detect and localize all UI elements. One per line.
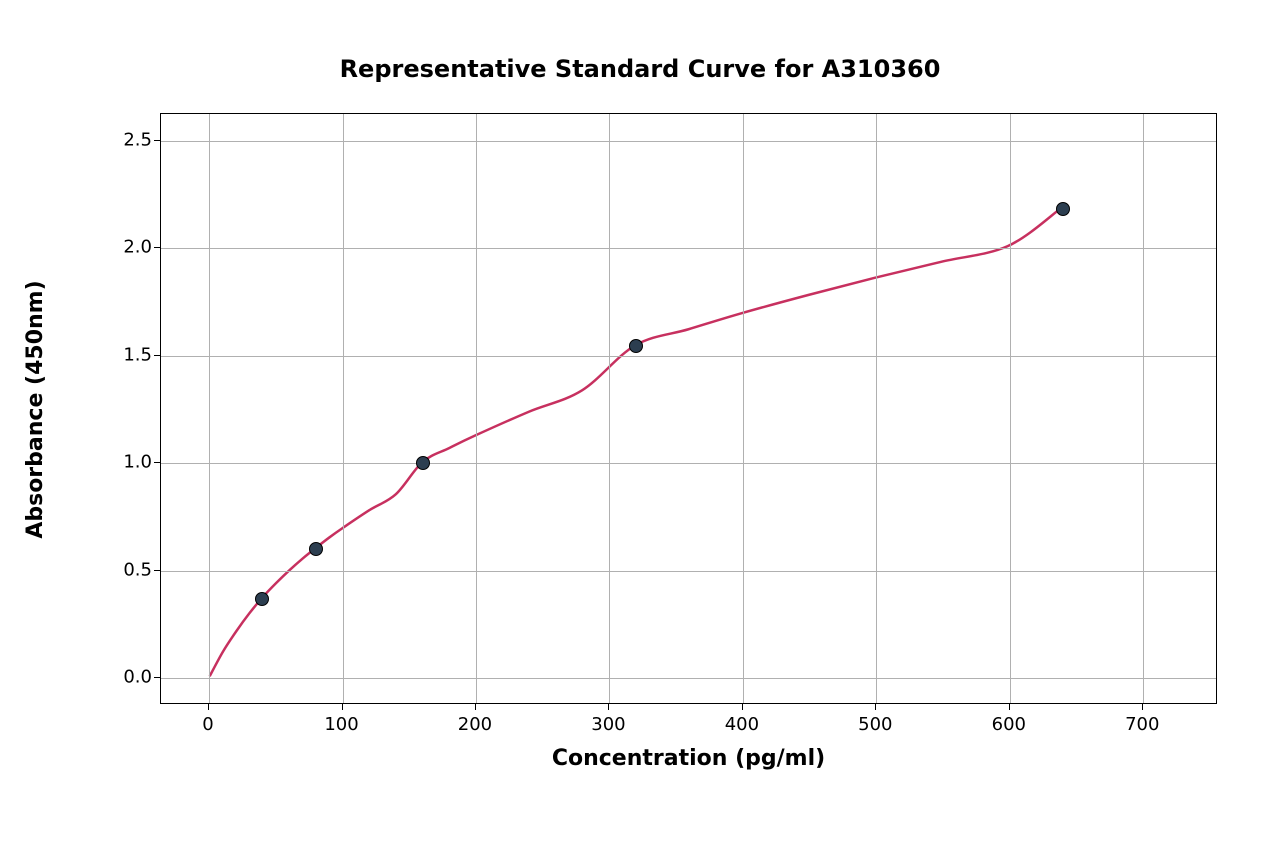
grid-line-horizontal: [161, 678, 1216, 679]
x-tick: [742, 704, 743, 710]
grid-line-horizontal: [161, 248, 1216, 249]
grid-line-horizontal: [161, 356, 1216, 357]
y-tick: [154, 140, 160, 141]
grid-line-vertical: [209, 114, 210, 703]
chart-title: Representative Standard Curve for A31036…: [0, 55, 1280, 83]
x-tick: [475, 704, 476, 710]
x-axis-label: Concentration (pg/ml): [160, 746, 1217, 771]
grid-line-vertical: [343, 114, 344, 703]
y-tick-label: 1.0: [112, 452, 152, 473]
grid-line-vertical: [876, 114, 877, 703]
x-tick: [608, 704, 609, 710]
data-point: [416, 456, 430, 470]
x-tick-label: 700: [1125, 714, 1159, 735]
y-tick: [154, 247, 160, 248]
grid-line-vertical: [609, 114, 610, 703]
grid-line-vertical: [476, 114, 477, 703]
y-tick: [154, 570, 160, 571]
y-tick-label: 1.5: [112, 344, 152, 365]
data-point: [629, 339, 643, 353]
data-point: [1056, 202, 1070, 216]
x-tick: [1009, 704, 1010, 710]
plot-area: [160, 113, 1217, 704]
x-tick-label: 600: [992, 714, 1026, 735]
y-tick: [154, 677, 160, 678]
x-tick: [208, 704, 209, 710]
y-tick: [154, 462, 160, 463]
y-tick-label: 0.0: [112, 667, 152, 688]
x-tick: [875, 704, 876, 710]
grid-line-vertical: [1010, 114, 1011, 703]
y-tick-label: 2.5: [112, 129, 152, 150]
grid-line-horizontal: [161, 463, 1216, 464]
x-tick-label: 300: [591, 714, 625, 735]
data-point: [255, 592, 269, 606]
grid-line-vertical: [1143, 114, 1144, 703]
x-tick-label: 500: [858, 714, 892, 735]
chart-container: Representative Standard Curve for A31036…: [0, 0, 1280, 845]
grid-line-horizontal: [161, 571, 1216, 572]
grid-line-vertical: [743, 114, 744, 703]
grid-line-horizontal: [161, 141, 1216, 142]
y-tick-label: 0.5: [112, 559, 152, 580]
data-point: [309, 542, 323, 556]
y-tick-label: 2.0: [112, 237, 152, 258]
x-tick-label: 100: [324, 714, 358, 735]
y-tick: [154, 355, 160, 356]
x-tick-label: 0: [202, 714, 213, 735]
x-tick: [342, 704, 343, 710]
x-tick-label: 200: [458, 714, 492, 735]
fitted-curve: [210, 208, 1061, 676]
y-axis-label: Absorbance (450nm): [23, 114, 48, 705]
x-tick: [1142, 704, 1143, 710]
x-tick-label: 400: [725, 714, 759, 735]
